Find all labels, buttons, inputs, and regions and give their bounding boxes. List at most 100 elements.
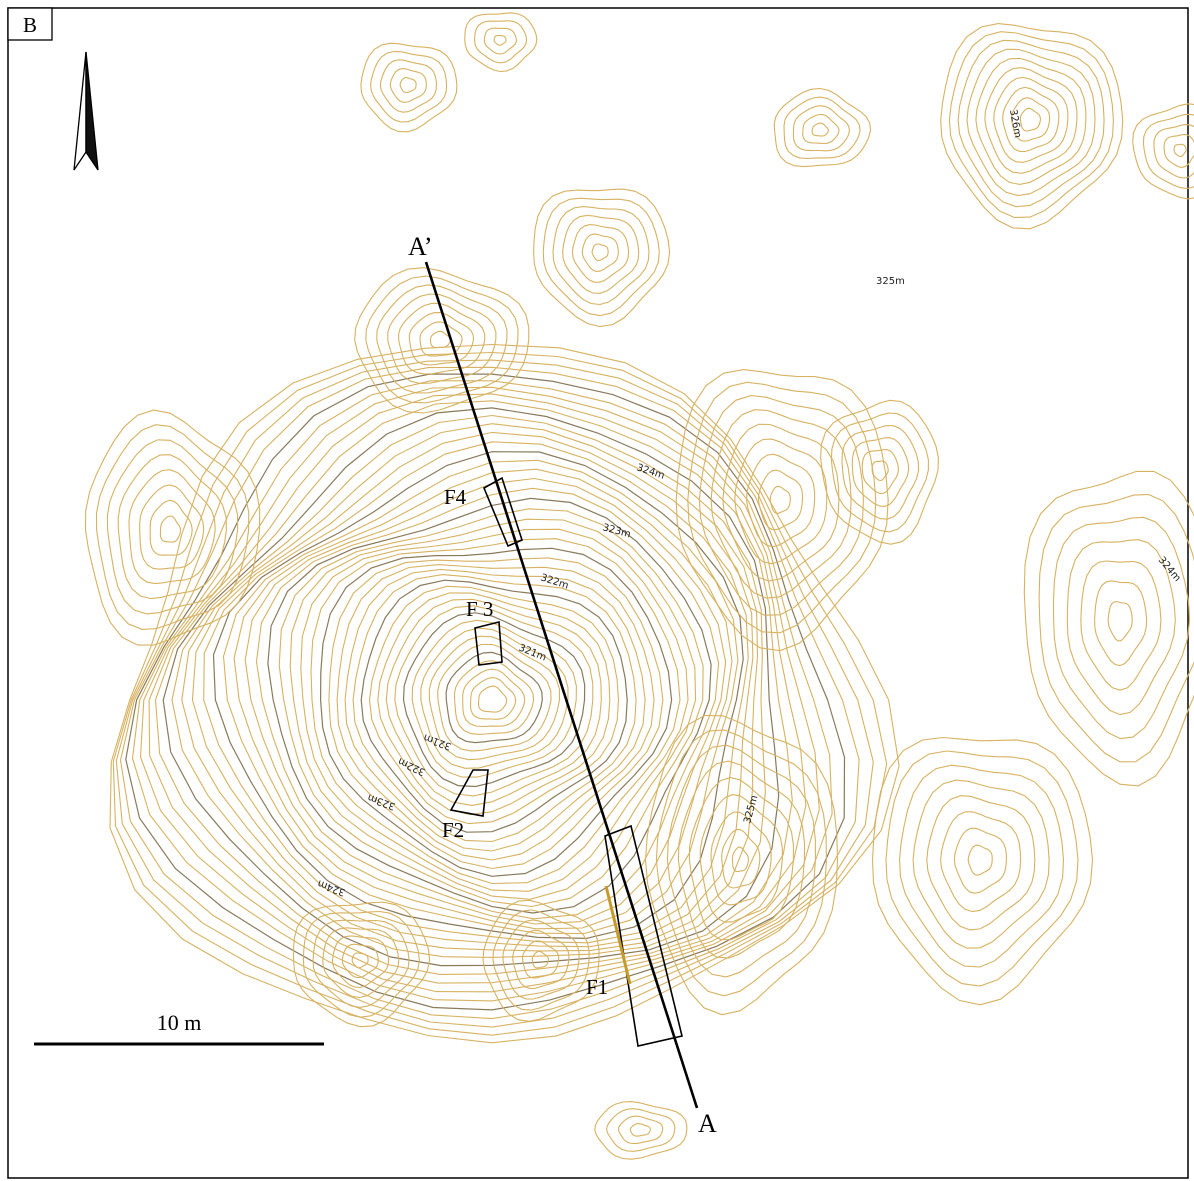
contour-line — [336, 564, 655, 861]
contour-line — [655, 729, 827, 997]
contour-line — [1019, 107, 1041, 132]
contour-line — [522, 940, 560, 979]
contour-line — [341, 943, 379, 979]
elevation-label: 326m — [1007, 109, 1023, 139]
feature-f4-outline — [482, 476, 523, 548]
contour-line — [629, 1123, 651, 1137]
feature-f2-label: F2 — [442, 818, 464, 842]
contour-line — [699, 794, 783, 923]
contour-line — [292, 901, 431, 1028]
contour-line — [445, 651, 543, 744]
contour-line — [746, 453, 816, 548]
contour-line — [379, 59, 437, 113]
contour-line — [1011, 97, 1051, 142]
contour-line — [820, 399, 939, 545]
contour-line — [106, 439, 239, 615]
contour-line — [408, 312, 475, 366]
feature-f1-trench-fill — [604, 885, 632, 985]
contour-line — [154, 400, 793, 975]
contour-line — [1038, 493, 1194, 763]
contour-line — [289, 518, 697, 900]
contour-line — [453, 660, 535, 735]
contour-line — [428, 635, 561, 761]
contour-line — [769, 485, 791, 514]
contour-line — [975, 57, 1087, 185]
feature-f4-label: F4 — [444, 485, 467, 509]
contour-line — [912, 779, 1050, 949]
contour-line — [1023, 470, 1194, 787]
contour-line — [95, 424, 250, 630]
contour-line — [354, 267, 530, 414]
contour-line — [117, 454, 227, 600]
contour-line — [370, 50, 448, 123]
contour-line — [677, 760, 806, 959]
contour-line — [300, 528, 689, 892]
contour-line — [721, 828, 761, 889]
north-arrow-icon — [73, 51, 99, 171]
contour-line — [953, 827, 1007, 894]
scale-bar: 10 m — [34, 1010, 324, 1046]
contour-line — [644, 714, 839, 1016]
contour-line — [1066, 539, 1176, 716]
contour-line — [331, 935, 390, 989]
contour-line — [1132, 103, 1194, 200]
contour-line — [1080, 560, 1162, 691]
contour-line — [310, 538, 681, 885]
feature-f3-label: F 3 — [466, 597, 493, 621]
contour-line — [841, 425, 920, 520]
contour-line — [125, 373, 846, 1011]
contour-line — [898, 764, 1065, 968]
contour-line — [328, 557, 664, 870]
contour-line — [675, 369, 889, 652]
contour-line — [871, 736, 1094, 1006]
contour-line — [861, 448, 899, 495]
contour-line — [387, 293, 497, 385]
contour-line — [171, 414, 766, 958]
contour-line — [109, 343, 900, 1044]
contour-line — [792, 105, 851, 152]
contour-line — [966, 48, 1096, 197]
elevation-label: 325m — [876, 276, 905, 287]
contour-line — [344, 568, 646, 852]
contour-line — [128, 469, 216, 585]
contour-line — [429, 330, 452, 349]
contour-line — [437, 643, 552, 752]
contour-line — [376, 284, 508, 394]
contour-line — [302, 910, 420, 1018]
contour-line — [492, 909, 590, 1011]
contour-line — [757, 469, 804, 531]
contour-line — [1052, 516, 1191, 740]
contour-line — [222, 459, 739, 935]
contour-line — [377, 592, 611, 816]
contour-line — [552, 206, 650, 306]
contour-line — [591, 243, 609, 262]
contour-line — [464, 12, 538, 73]
contour-line — [482, 899, 600, 1022]
contour-line — [783, 96, 861, 160]
contour-line — [148, 393, 807, 984]
contour-line — [542, 197, 660, 317]
contour-line — [394, 605, 594, 797]
contour-line — [940, 23, 1124, 230]
contour-line — [734, 438, 828, 565]
contour-line — [1107, 601, 1133, 642]
contour-line — [477, 685, 508, 713]
contour-line — [926, 795, 1036, 931]
contour-line — [1173, 143, 1187, 158]
contour-line — [360, 42, 458, 133]
contour-line — [773, 87, 872, 168]
contour-line — [606, 1108, 676, 1152]
contour-line — [722, 423, 840, 582]
contour-line — [1094, 580, 1148, 667]
contour-line — [802, 113, 840, 145]
contour-line — [1163, 134, 1194, 168]
contour-line — [967, 844, 993, 876]
contour-line — [731, 846, 749, 873]
contour-line — [420, 627, 569, 769]
contour-line — [1142, 113, 1194, 190]
contour-line — [940, 811, 1022, 913]
contour-line — [571, 224, 630, 283]
contour-line — [618, 1115, 664, 1145]
panel-label-box: B — [7, 7, 53, 41]
